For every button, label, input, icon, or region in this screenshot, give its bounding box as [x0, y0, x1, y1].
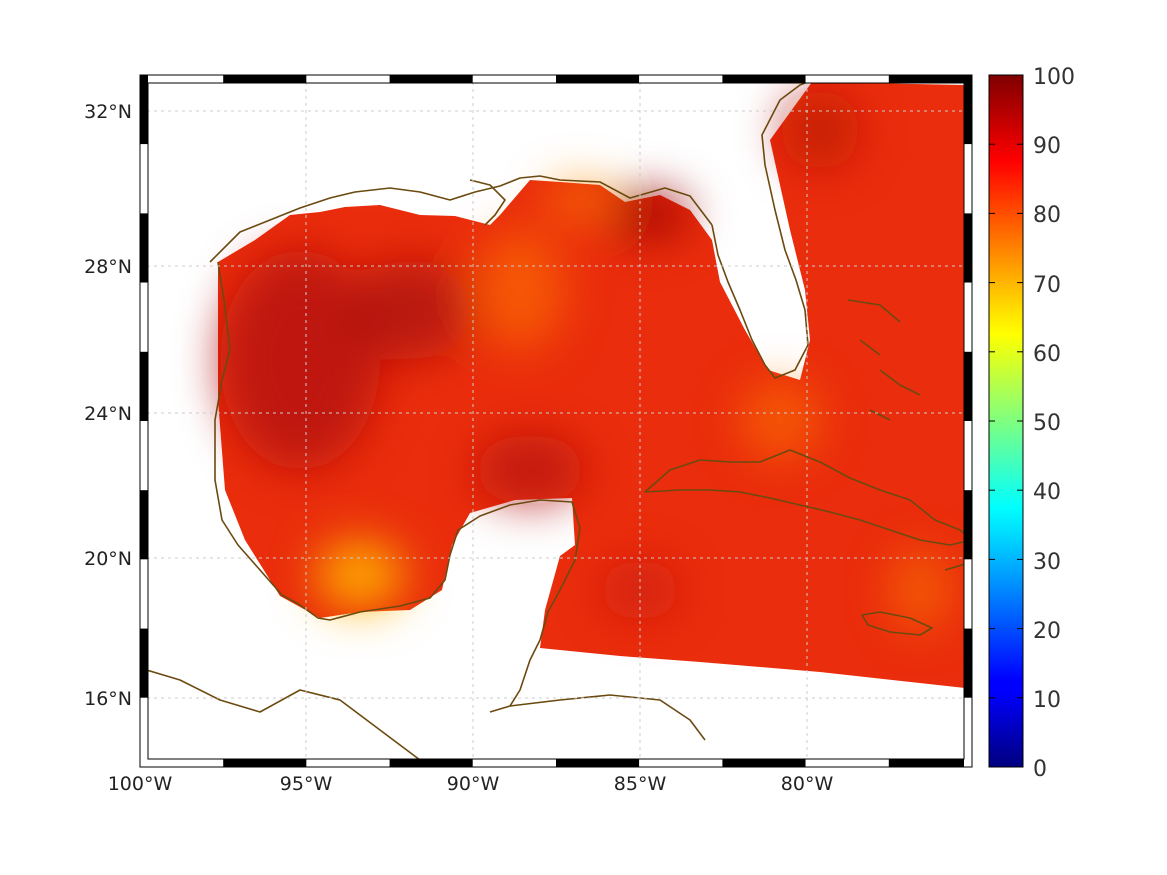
- frame-segment: [472, 759, 556, 767]
- colorbar: 100 90 80 70 60 50 40 30 20 10 0: [988, 65, 1075, 782]
- frame-bottom: [140, 759, 972, 767]
- frame-segment: [140, 282, 148, 352]
- frame-segment: [140, 490, 148, 560]
- frame-segment: [964, 490, 972, 560]
- frame-segment: [140, 144, 148, 214]
- frame-segment: [805, 759, 889, 767]
- mississippi-delta: [469, 179, 506, 226]
- frame-segment: [964, 351, 972, 421]
- coastlines: [140, 77, 972, 767]
- lon-tick-labels: 100°W 95°W 90°W 85°W 80°W: [108, 773, 834, 795]
- frame-segment: [389, 75, 473, 83]
- colorbar-tick-label: 80: [1033, 203, 1061, 228]
- colorbar-ticks: [989, 74, 1023, 768]
- colorbar-tick-label: 90: [1033, 134, 1061, 159]
- lat-tick-label: 28°N: [84, 256, 132, 278]
- map-frame: [139, 74, 973, 768]
- frame-segment: [306, 75, 390, 83]
- lat-tick-label: 20°N: [84, 548, 132, 570]
- frame-segment: [140, 213, 148, 283]
- frame-segment: [306, 759, 390, 767]
- frame-segment: [140, 697, 148, 767]
- frame-segment: [556, 75, 640, 83]
- frame-segment: [964, 213, 972, 283]
- frame-segment: [639, 75, 723, 83]
- frame-segment: [472, 75, 556, 83]
- frame-left: [140, 75, 148, 767]
- frame-segment: [964, 628, 972, 698]
- gulf-coast-west: [209, 175, 713, 263]
- central-america-coast: [140, 667, 429, 767]
- frame-segment: [722, 759, 806, 767]
- frame-segment: [639, 759, 723, 767]
- frame-segment: [140, 75, 148, 145]
- frame-segment: [223, 759, 307, 767]
- colorbar-tick-label: 70: [1033, 273, 1061, 298]
- colorbar-tick-label: 50: [1033, 411, 1061, 436]
- colorbar-tick-label: 60: [1033, 342, 1061, 367]
- graticule: [140, 75, 972, 767]
- frame-segment: [805, 75, 889, 83]
- frame-segment: [140, 421, 148, 491]
- colorbar-tick-label: 100: [1033, 65, 1075, 90]
- lon-tick-label: 95°W: [280, 773, 333, 795]
- frame-segment: [964, 421, 972, 491]
- frame-segment: [140, 628, 148, 698]
- frame-segment: [389, 759, 473, 767]
- frame-segment: [964, 697, 972, 767]
- frame-segment: [140, 351, 148, 421]
- colorbar-tick-label: 0: [1033, 757, 1047, 782]
- lat-tick-label: 24°N: [84, 403, 132, 425]
- mexico-coast: [214, 261, 581, 713]
- frame-segment: [140, 75, 224, 83]
- colorbar-tick-label: 20: [1033, 619, 1061, 644]
- lat-tick-label: 16°N: [84, 688, 132, 710]
- jamaica: [861, 611, 933, 636]
- frame-segment: [223, 75, 307, 83]
- colorbar-tick-label: 10: [1033, 688, 1061, 713]
- lat-tick-labels: 32°N 28°N 24°N 20°N 16°N: [84, 101, 132, 710]
- frame-segment: [888, 75, 972, 83]
- frame-segment: [964, 75, 972, 145]
- frame-segment: [556, 759, 640, 767]
- honduras-coast: [509, 694, 706, 741]
- colorbar-tick-label: 40: [1033, 480, 1061, 505]
- frame-segment: [888, 759, 972, 767]
- colorbar-tick-label: 30: [1033, 550, 1061, 575]
- map-data-field: [218, 82, 965, 688]
- frame-segment: [722, 75, 806, 83]
- frame-right: [964, 75, 972, 767]
- frame-segment: [964, 559, 972, 629]
- lat-tick-label: 32°N: [84, 101, 132, 123]
- frame-top: [140, 75, 972, 83]
- lon-tick-label: 85°W: [614, 773, 667, 795]
- gulf-field: [218, 82, 965, 688]
- frame-segment: [964, 144, 972, 214]
- lon-tick-label: 100°W: [108, 773, 173, 795]
- lon-tick-label: 80°W: [781, 773, 834, 795]
- frame-segment: [140, 759, 224, 767]
- frame-segment: [140, 559, 148, 629]
- frame-segment: [964, 282, 972, 352]
- lon-tick-label: 90°W: [447, 773, 500, 795]
- bahamas: [847, 299, 921, 421]
